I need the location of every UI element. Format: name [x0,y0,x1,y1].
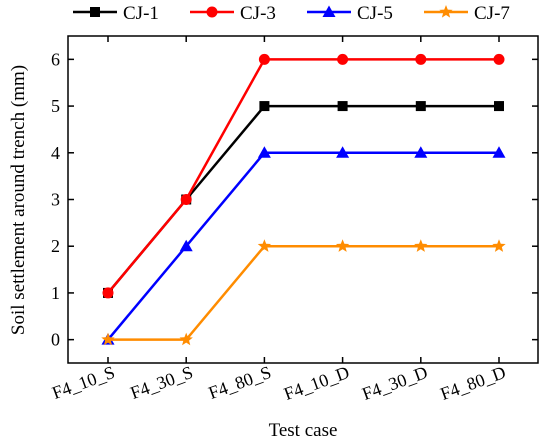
data-point [414,146,428,158]
legend-item-cj-5: CJ-5 [307,3,393,24]
legend-label: CJ-3 [240,3,276,24]
data-point [492,239,506,252]
y-tick-label: 3 [51,190,60,210]
data-point [259,101,270,112]
series-cj-3 [102,53,505,299]
data-point [337,101,348,112]
y-tick-label: 5 [51,96,60,116]
series-cj-7 [101,239,506,346]
plot-frame [67,35,539,364]
data-point [258,53,270,65]
series-layer [101,53,506,346]
series-line [107,151,499,341]
x-tick-label: F4_10_S [49,362,117,403]
data-point [257,239,272,252]
series-line [107,104,499,294]
data-point [337,53,349,65]
data-point [492,146,506,158]
data-point [335,239,350,252]
legend-item-cj-1: CJ-1 [73,3,159,24]
x-tick-label: F4_30_S [128,362,196,403]
legend-marker [90,7,100,17]
data-point [101,332,115,346]
data-point [102,287,114,299]
y-tick-label: 2 [51,236,60,256]
data-point [493,53,505,65]
y-tick-label: 4 [51,143,60,163]
data-point [179,332,193,346]
y-axis-title: Soil settlement around trench (mm) [8,65,29,335]
data-point [415,53,427,65]
data-point [494,101,504,112]
data-point [179,239,193,252]
series-line [107,58,499,294]
x-tick-label: F4_30_D [359,362,430,404]
y-tick-label: 1 [51,283,60,303]
legend-label: CJ-1 [123,3,159,24]
legend-marker [322,5,336,17]
data-point [257,146,271,158]
x-axis: F4_10_S F4_30_S F4_80_S F4_10_D F4_30_D F4_80… [49,36,508,404]
legend-item-cj-3: CJ-3 [190,3,276,24]
legend-marker [439,5,453,18]
data-point [415,101,426,112]
data-point [336,146,350,158]
x-tick-label: F4_80_S [206,362,274,403]
x-tick-label: F4_80_D [438,362,509,404]
legend: CJ-1 CJ-3 CJ-5 CJ-7 [73,3,510,24]
y-tick-label: 6 [51,49,60,69]
data-point [180,194,192,205]
y-tick-label: 0 [51,330,60,350]
y-axis: 0 1 2 3 4 5 6 [51,49,538,350]
data-point [414,239,428,252]
legend-label: CJ-7 [474,3,510,24]
series-line [108,244,499,341]
legend-item-cj-7: CJ-7 [424,3,510,24]
x-axis-title: Test case [269,420,338,441]
legend-label: CJ-5 [357,3,393,24]
legend-marker [206,6,218,18]
series-cj-1 [103,101,504,298]
x-tick-label: F4_10_D [281,362,352,404]
